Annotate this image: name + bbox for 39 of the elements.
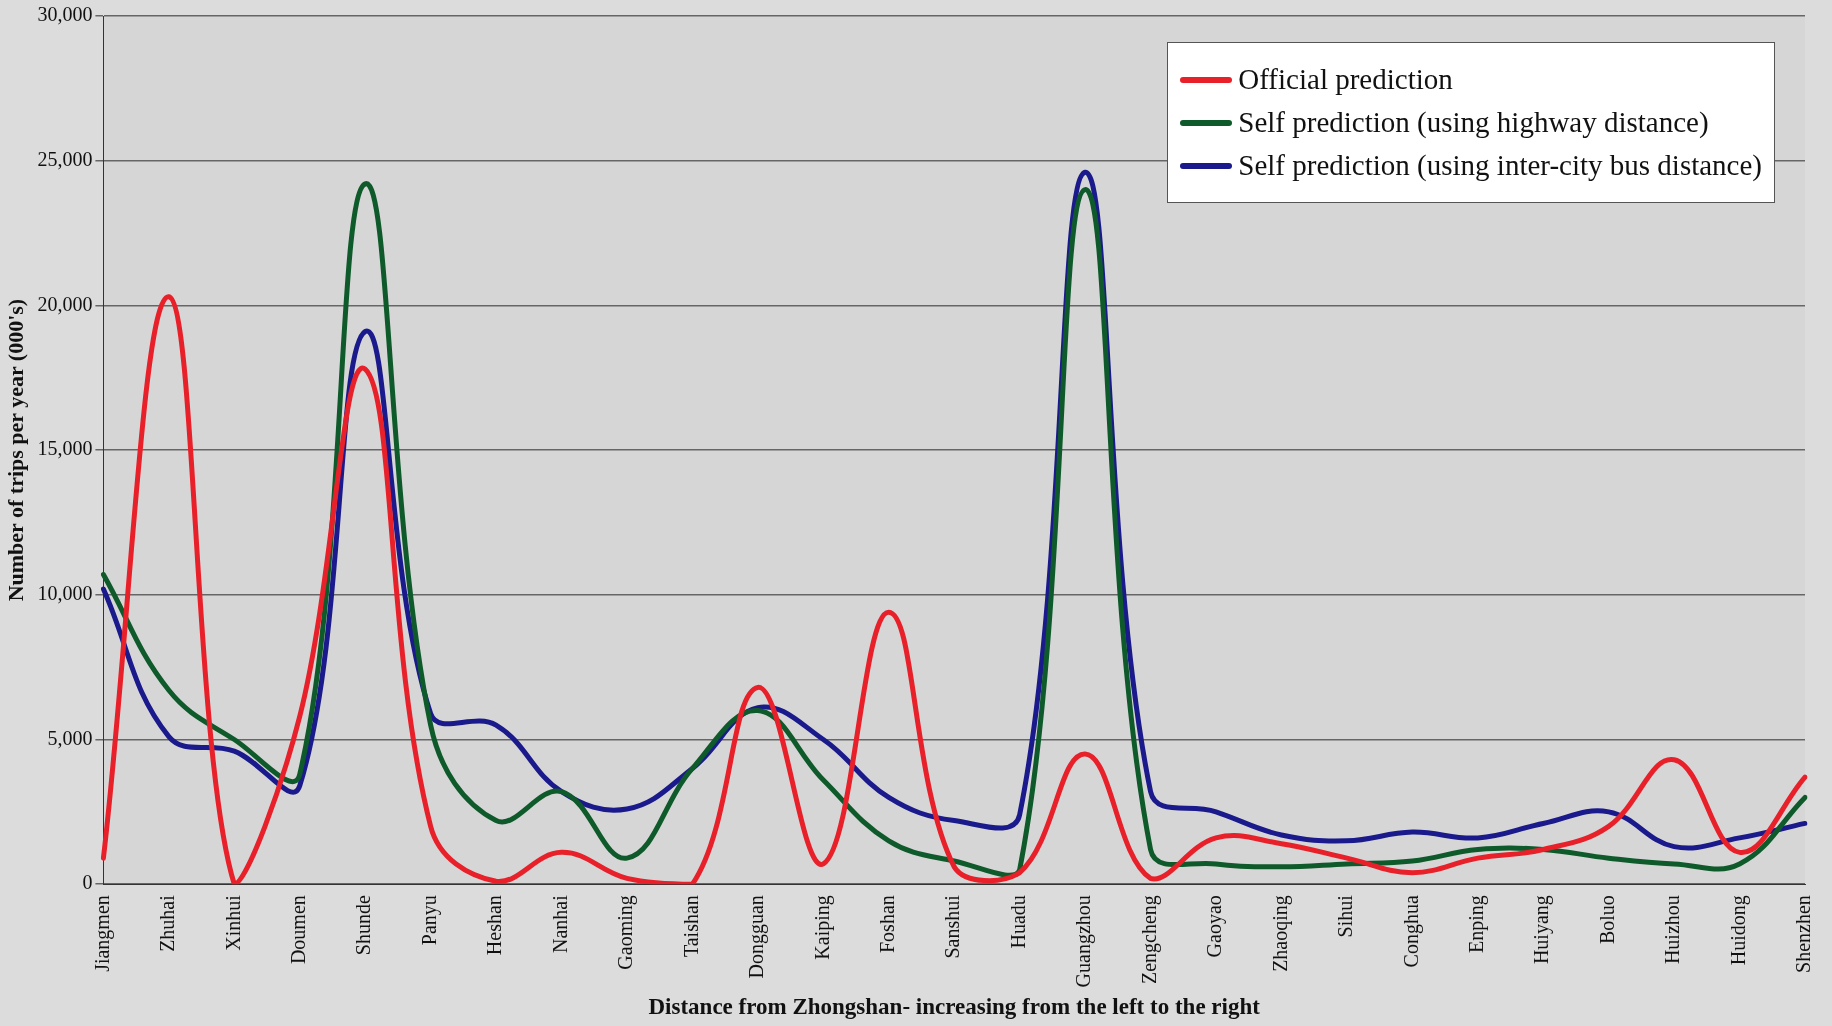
x-tick-label: Foshan <box>876 895 898 953</box>
x-tick-label: Taishan <box>679 895 702 958</box>
x-tick-label: Nanhai <box>548 894 571 953</box>
x-tick-label: Zhaoqing <box>1268 895 1292 972</box>
x-tick-label: Boluo <box>1595 895 1618 945</box>
x-tick-label: Huizhou <box>1661 895 1684 965</box>
y-tick-label: 20,000 <box>37 292 93 315</box>
x-tick-label: Shenzhen <box>1792 895 1815 973</box>
x-tick-label: Conghua <box>1399 895 1423 968</box>
x-tick-label: Sihui <box>1334 894 1357 938</box>
y-tick-label: 10,000 <box>37 582 93 605</box>
x-tick-label: Zhuhai <box>156 894 179 952</box>
x-axis-title: Distance from Zhongshan- increasing from the left to the right <box>648 994 1261 1020</box>
x-tick-label: Dongguan <box>745 895 769 979</box>
x-tick-label: Sanshui <box>941 894 964 959</box>
y-tick-label: 15,000 <box>37 437 93 460</box>
y-tick-label: 25,000 <box>37 147 93 170</box>
y-tick-label: 0 <box>82 871 93 894</box>
x-tick-label: Doumen <box>286 895 309 965</box>
y-axis-title: Number of trips per year (000's) <box>2 298 28 602</box>
x-tick-label: Panyu <box>417 895 441 946</box>
x-tick-label: Jiangmen <box>90 895 114 972</box>
legend-label: Official prediction <box>1238 63 1453 96</box>
x-tick-label: Huadu <box>1006 895 1029 949</box>
x-tick-label: Shunde <box>352 895 375 956</box>
x-tick-label: Gaoming <box>614 895 638 970</box>
x-tick-label: Enping <box>1465 895 1489 953</box>
x-tick-label: Xinhui <box>221 894 244 951</box>
x-tick-label: Kaiping <box>810 895 834 960</box>
y-tick-label: 5,000 <box>47 726 93 749</box>
x-tick-label: Heshan <box>483 895 506 956</box>
legend-label: Self prediction (using highway distance) <box>1238 106 1709 139</box>
x-tick-label: Gaoyao <box>1203 895 1227 958</box>
x-tick-label: Guangzhou <box>1072 895 1096 988</box>
y-tick-label: 30,000 <box>37 3 93 26</box>
x-tick-label: Huidong <box>1726 895 1750 966</box>
x-tick-label: Huiyang <box>1530 895 1554 965</box>
x-tick-label: Zengcheng <box>1137 895 1161 985</box>
legend-label: Self prediction (using inter-city bus distance) <box>1238 149 1762 182</box>
